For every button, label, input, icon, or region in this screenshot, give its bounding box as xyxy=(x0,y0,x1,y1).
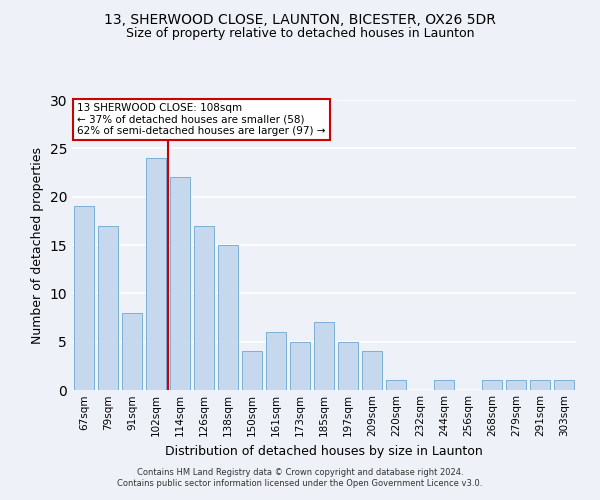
Bar xyxy=(98,226,118,390)
Bar xyxy=(338,342,358,390)
X-axis label: Distribution of detached houses by size in Launton: Distribution of detached houses by size … xyxy=(165,444,483,458)
Bar xyxy=(362,352,382,390)
Bar xyxy=(290,342,310,390)
Bar xyxy=(482,380,502,390)
Bar xyxy=(74,206,94,390)
Bar xyxy=(386,380,406,390)
Bar xyxy=(554,380,574,390)
Text: Size of property relative to detached houses in Launton: Size of property relative to detached ho… xyxy=(126,28,474,40)
Bar xyxy=(170,178,190,390)
Bar xyxy=(194,226,214,390)
Bar xyxy=(122,312,142,390)
Bar xyxy=(146,158,166,390)
Bar xyxy=(506,380,526,390)
Bar xyxy=(434,380,454,390)
Text: 13 SHERWOOD CLOSE: 108sqm
← 37% of detached houses are smaller (58)
62% of semi-: 13 SHERWOOD CLOSE: 108sqm ← 37% of detac… xyxy=(77,103,326,136)
Bar xyxy=(266,332,286,390)
Text: 13, SHERWOOD CLOSE, LAUNTON, BICESTER, OX26 5DR: 13, SHERWOOD CLOSE, LAUNTON, BICESTER, O… xyxy=(104,12,496,26)
Text: Contains HM Land Registry data © Crown copyright and database right 2024.
Contai: Contains HM Land Registry data © Crown c… xyxy=(118,468,482,487)
Bar xyxy=(530,380,550,390)
Y-axis label: Number of detached properties: Number of detached properties xyxy=(31,146,44,344)
Bar xyxy=(242,352,262,390)
Bar xyxy=(218,245,238,390)
Bar xyxy=(314,322,334,390)
